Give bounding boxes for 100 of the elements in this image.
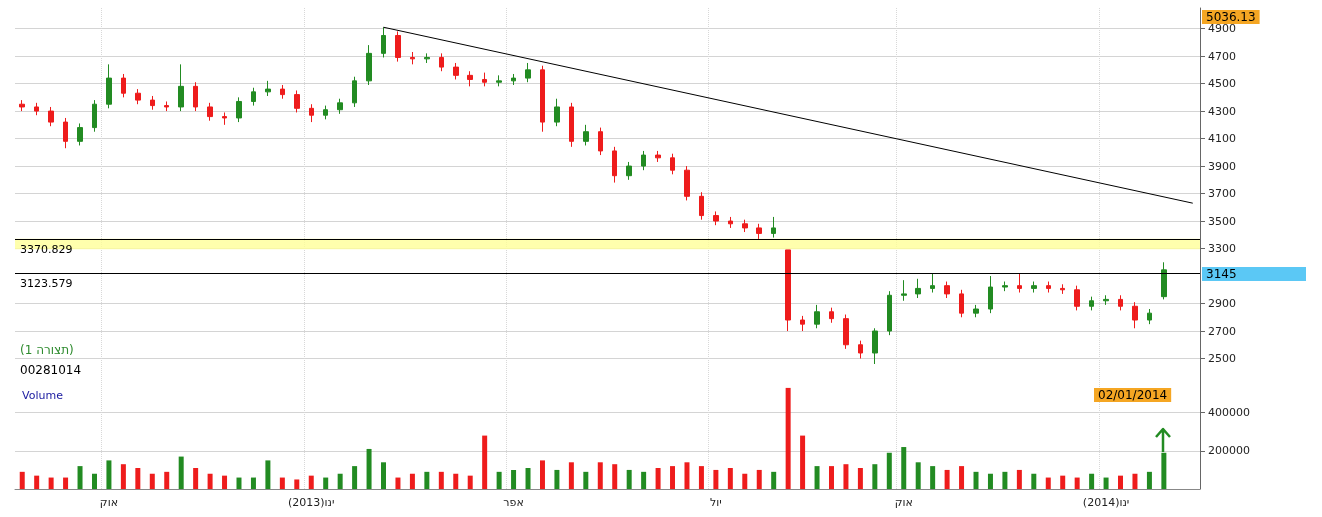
candlestick bbox=[641, 150, 646, 171]
bar bbox=[482, 435, 488, 489]
y-tick-label: 4300 bbox=[1208, 104, 1236, 118]
candlestick bbox=[34, 102, 39, 116]
bar bbox=[1146, 471, 1152, 489]
candlestick bbox=[323, 105, 328, 120]
candlestick bbox=[959, 289, 964, 318]
bar bbox=[453, 473, 459, 489]
candlestick bbox=[453, 62, 459, 80]
candlestick bbox=[178, 63, 184, 112]
bar bbox=[135, 468, 141, 489]
x-tick-label: ינו(2013) bbox=[288, 496, 335, 509]
bar bbox=[308, 475, 314, 489]
bar bbox=[1045, 477, 1051, 489]
y-tick-label: 4700 bbox=[1208, 49, 1236, 63]
bar bbox=[525, 468, 531, 489]
y-tick-label: 3900 bbox=[1208, 159, 1236, 173]
candlestick bbox=[1118, 294, 1123, 311]
y-tick-label: 2900 bbox=[1208, 297, 1236, 311]
candlestick bbox=[164, 100, 169, 112]
bar bbox=[77, 466, 83, 489]
bar bbox=[785, 387, 791, 489]
candlestick bbox=[236, 96, 242, 123]
candlestick bbox=[973, 304, 979, 318]
candlestick bbox=[785, 249, 791, 332]
bar bbox=[727, 468, 733, 489]
bar bbox=[438, 471, 444, 489]
candlestick bbox=[467, 70, 473, 87]
candlestick bbox=[988, 275, 993, 314]
candlestick bbox=[728, 216, 733, 229]
x-tick-label: אפר bbox=[503, 496, 524, 509]
candlestick bbox=[207, 102, 213, 122]
bar bbox=[930, 466, 936, 489]
y-tick-label: 2700 bbox=[1208, 324, 1236, 338]
bar bbox=[63, 477, 69, 489]
candlestick bbox=[699, 191, 704, 221]
bar bbox=[1118, 475, 1124, 489]
candlestick bbox=[1089, 296, 1094, 311]
candlestick bbox=[265, 80, 271, 97]
bar bbox=[352, 466, 358, 489]
candlestick bbox=[1017, 272, 1022, 294]
candlestick bbox=[309, 103, 314, 123]
bar bbox=[987, 473, 993, 489]
bar bbox=[814, 466, 820, 489]
candlestick bbox=[135, 88, 141, 105]
annotation: (תצורה 1) bbox=[20, 343, 74, 357]
candlestick bbox=[1031, 281, 1037, 294]
bar bbox=[843, 464, 849, 489]
candlestick bbox=[121, 73, 126, 98]
bar bbox=[1132, 473, 1138, 489]
text: 3145 bbox=[1206, 267, 1237, 281]
bar bbox=[496, 471, 502, 489]
candlestick bbox=[439, 52, 444, 72]
bar bbox=[872, 464, 878, 489]
candlestick bbox=[222, 111, 227, 126]
candlestick bbox=[482, 72, 487, 87]
candlestick bbox=[901, 279, 907, 302]
bar bbox=[742, 473, 748, 489]
bar bbox=[713, 469, 719, 489]
candlestick bbox=[251, 87, 256, 107]
bar bbox=[1002, 471, 1008, 489]
candlestick bbox=[756, 223, 762, 240]
candlestick bbox=[63, 117, 68, 149]
x-tick-label: ינו(2014) bbox=[1082, 496, 1130, 509]
bar bbox=[366, 448, 372, 489]
y-tick-label: 3500 bbox=[1208, 214, 1236, 228]
annotation: Volume bbox=[22, 389, 64, 402]
x-tick-label: אוק bbox=[99, 496, 119, 509]
bar bbox=[381, 462, 387, 489]
candlestick bbox=[193, 81, 198, 112]
bar bbox=[944, 469, 950, 489]
bar bbox=[973, 471, 979, 489]
y-tick-label: 3700 bbox=[1208, 187, 1236, 201]
bar bbox=[1089, 473, 1095, 489]
candlestick bbox=[1074, 285, 1080, 311]
bar bbox=[857, 468, 863, 489]
bar bbox=[959, 466, 965, 489]
y-tick-label: 4500 bbox=[1208, 77, 1236, 91]
bar bbox=[19, 471, 25, 489]
candlestick bbox=[554, 98, 560, 127]
candlestick bbox=[1103, 294, 1109, 306]
text: 5036.13 bbox=[1206, 10, 1256, 24]
candlestick bbox=[930, 272, 935, 294]
bar bbox=[250, 477, 256, 489]
candlestick bbox=[1132, 301, 1138, 329]
bar bbox=[207, 473, 213, 489]
bar bbox=[1060, 475, 1066, 489]
candlestick bbox=[670, 153, 675, 175]
bar bbox=[467, 475, 473, 489]
candlestick bbox=[626, 161, 632, 181]
ref-line-label: 3123.579 bbox=[20, 276, 73, 290]
bar bbox=[800, 435, 806, 489]
bar bbox=[323, 477, 329, 489]
candlestick bbox=[106, 63, 112, 109]
bar bbox=[886, 452, 892, 489]
ref-line-label: 3370.829 bbox=[20, 242, 73, 256]
candlestick bbox=[887, 290, 892, 336]
candlestick bbox=[829, 307, 834, 324]
bar bbox=[1161, 452, 1167, 489]
candlestick bbox=[540, 65, 545, 133]
